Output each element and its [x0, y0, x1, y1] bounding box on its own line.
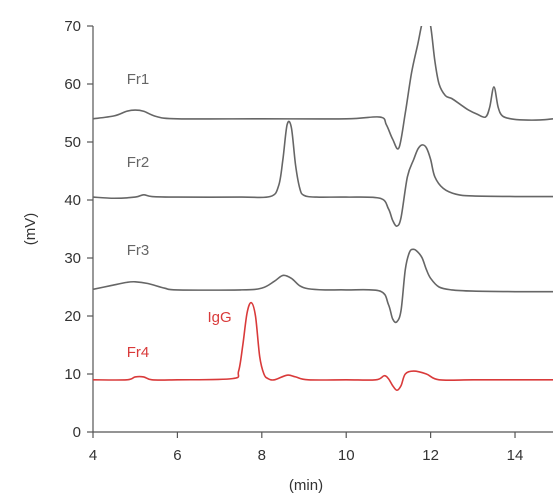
y-tick-label: 20 [64, 308, 81, 325]
y-tick-label: 70 [64, 18, 81, 35]
y-tick-label: 10 [64, 366, 81, 383]
annotation-label: IgG [208, 309, 232, 326]
x-tick-label: 8 [258, 447, 266, 464]
series-label-fr1: Fr1 [127, 71, 150, 88]
labels-group: (min) (mV) Fr1 Fr2 Fr3 Fr4 IgG [22, 71, 323, 494]
series-label-fr4: Fr4 [127, 344, 150, 361]
series-line-fr3 [93, 248, 553, 324]
x-tick-label: 12 [422, 447, 439, 464]
series-line-fr2 [93, 120, 553, 227]
axes-group: 0 10 20 30 40 50 60 70 4 6 8 10 12 14 [64, 18, 553, 464]
series-group [93, 26, 553, 392]
y-axis-title: (mV) [22, 213, 39, 246]
x-tick-label: 6 [173, 447, 181, 464]
x-tick-label: 14 [507, 447, 524, 464]
y-tick-label: 50 [64, 134, 81, 151]
y-tick-label: 60 [64, 76, 81, 93]
series-line-fr1 [93, 26, 553, 150]
y-tick-label: 40 [64, 192, 81, 209]
x-tick-label: 10 [338, 447, 355, 464]
x-tick-label: 4 [89, 447, 97, 464]
y-tick-label: 30 [64, 250, 81, 267]
y-tick-label: 0 [73, 424, 81, 441]
series-label-fr2: Fr2 [127, 154, 150, 171]
x-axis-title: (min) [289, 477, 323, 494]
series-line-fr4 [93, 301, 553, 392]
series-label-fr3: Fr3 [127, 242, 150, 259]
